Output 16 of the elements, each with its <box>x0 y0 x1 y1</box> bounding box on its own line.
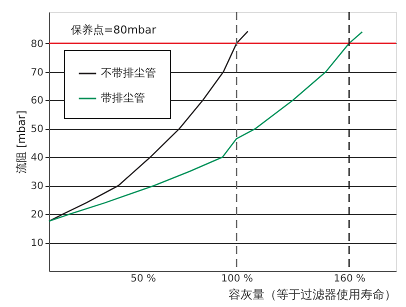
y-tick-label: 50 <box>30 124 44 136</box>
x-tick-label: 160 % <box>334 274 366 284</box>
y-tick-label: 30 <box>30 181 44 192</box>
y-tick-label: 70 <box>30 67 44 78</box>
y-tick-label: 20 <box>30 210 44 221</box>
ref-line-label: 保养点=80mbar <box>71 23 157 36</box>
y-tick-label: 80 <box>30 38 44 50</box>
y-axis-title: 流阻 [mbar] <box>14 110 28 174</box>
legend-label: 带排尘管 <box>101 92 145 104</box>
y-tick-label: 40 <box>30 152 44 164</box>
x-axis-title: 容灰量（等于过滤器使用寿命） <box>228 288 396 302</box>
y-tick-label: 60 <box>30 96 44 107</box>
x-tick-label: 100 % <box>221 274 253 284</box>
x-tick-label: 50 % <box>130 274 156 284</box>
y-tick-label: 10 <box>30 238 44 250</box>
legend-label: 不带排尘管 <box>101 66 156 80</box>
